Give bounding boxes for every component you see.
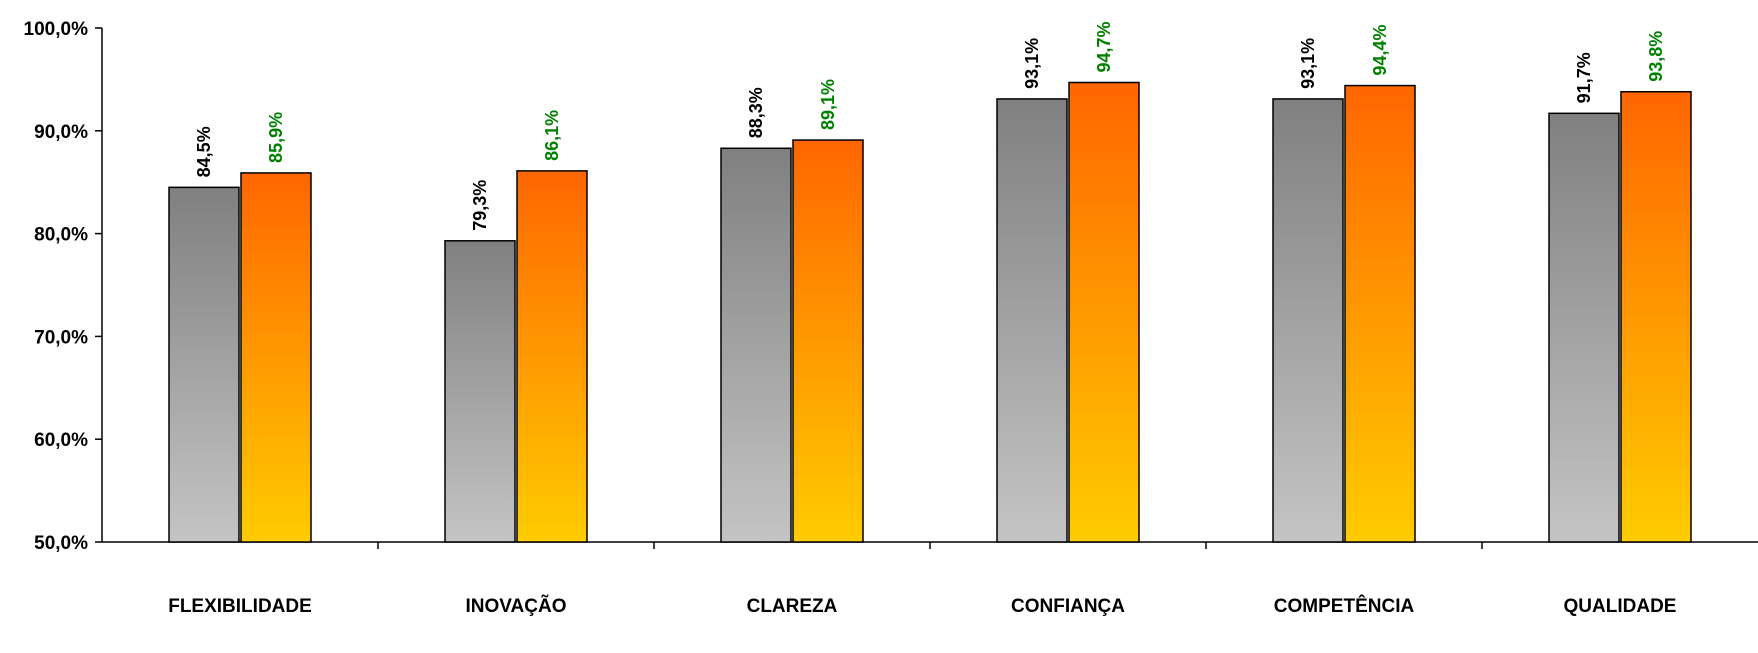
data-label-series1: 84,5% — [194, 126, 214, 177]
data-label-series1: 88,3% — [746, 87, 766, 138]
y-tick-label: 100,0% — [24, 19, 89, 40]
y-tick-label: 60,0% — [34, 430, 88, 451]
bar-series2 — [1068, 81, 1140, 543]
bar-series2 — [1344, 84, 1416, 543]
bar-series2 — [792, 139, 864, 543]
x-tick-label: QUALIDADE — [1564, 596, 1677, 617]
bar-series1 — [996, 98, 1068, 543]
bars — [168, 81, 1692, 543]
y-tick-label: 90,0% — [34, 122, 88, 143]
data-label-series2: 85,9% — [266, 112, 286, 163]
y-tick-label: 70,0% — [34, 327, 88, 348]
bar-series1 — [168, 186, 240, 543]
data-label-series2: 93,8% — [1646, 31, 1666, 82]
data-label-series2: 94,7% — [1094, 21, 1114, 72]
labels: FLEXIBILIDADE 84,5% 85,9% INOVAÇÃO 79,3% 86,1… — [168, 21, 1676, 617]
data-label-series2: 89,1% — [818, 79, 838, 130]
x-tick-label: CONFIANÇA — [1011, 596, 1125, 617]
y-tick-label: 80,0% — [34, 225, 88, 246]
data-label-series1: 79,3% — [470, 180, 490, 231]
bar-series2 — [1620, 90, 1692, 543]
data-label-series2: 86,1% — [542, 110, 562, 161]
axes: 50,0% 60,0% 70,0% 80,0% 90,0% 100,0% — [24, 19, 1758, 554]
data-label-series1: 93,1% — [1022, 38, 1042, 89]
x-tick-label: CLAREZA — [747, 596, 838, 617]
bar-series1 — [1548, 112, 1620, 543]
y-tick-label: 50,0% — [34, 533, 88, 554]
x-tick-label: COMPETÊNCIA — [1274, 595, 1415, 617]
bar-series1 — [720, 147, 792, 543]
bar-series2 — [516, 170, 588, 543]
bar-series2 — [240, 172, 312, 543]
bar-series1 — [1272, 98, 1344, 543]
data-label-series2: 94,4% — [1370, 25, 1390, 76]
bar-series1 — [444, 240, 516, 543]
x-tick-label: INOVAÇÃO — [466, 595, 567, 617]
data-label-series1: 91,7% — [1574, 52, 1594, 103]
data-label-series1: 93,1% — [1298, 38, 1318, 89]
x-tick-label: FLEXIBILIDADE — [168, 596, 312, 617]
